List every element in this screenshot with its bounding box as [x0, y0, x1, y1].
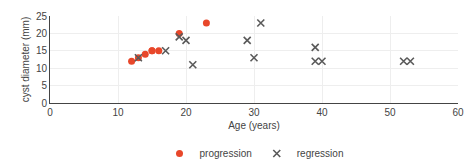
svg-text:50: 50: [384, 107, 396, 118]
svg-text:Age (years): Age (years): [228, 120, 280, 131]
svg-text:progression: progression: [200, 148, 252, 159]
svg-text:0: 0: [47, 107, 53, 118]
svg-text:10: 10: [112, 107, 124, 118]
svg-text:60: 60: [452, 107, 464, 118]
svg-text:0: 0: [41, 98, 47, 109]
svg-text:40: 40: [316, 107, 328, 118]
svg-text:20: 20: [180, 107, 192, 118]
svg-text:30: 30: [248, 107, 260, 118]
svg-text:cyst diameter (mm): cyst diameter (mm): [20, 17, 31, 103]
svg-text:20: 20: [36, 28, 48, 39]
svg-text:15: 15: [36, 45, 48, 56]
svg-text:25: 25: [36, 11, 48, 22]
svg-text:5: 5: [41, 80, 47, 91]
svg-text:10: 10: [36, 63, 48, 74]
svg-text:regression: regression: [297, 148, 344, 159]
